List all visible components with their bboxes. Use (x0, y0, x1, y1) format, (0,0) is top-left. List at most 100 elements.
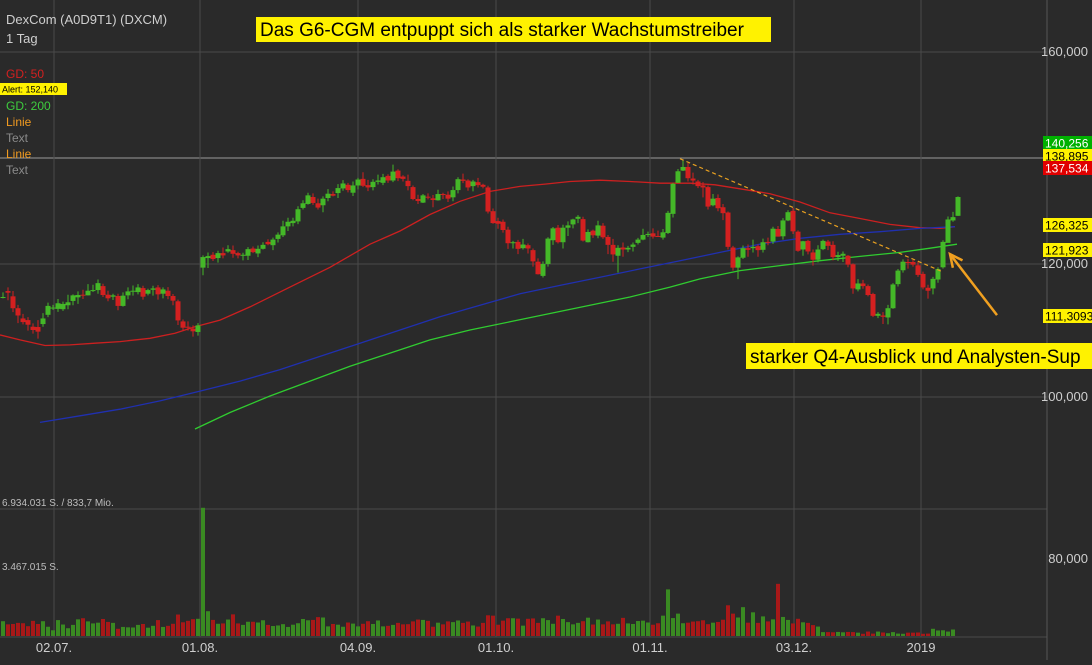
candle-body (360, 178, 366, 186)
candle-body (115, 296, 121, 306)
volume-bar (631, 623, 635, 636)
volume-mid-label: 3.467.015 S. (2, 562, 59, 573)
volume-bar (221, 623, 225, 636)
volume-bar (166, 625, 170, 636)
volume-bar (646, 622, 650, 636)
volume-bar (711, 622, 715, 636)
candle-body (600, 225, 606, 238)
volume-bar (751, 612, 755, 636)
candle-body (900, 261, 906, 271)
candle-body (345, 184, 351, 191)
candle-body (940, 241, 946, 268)
volume-bar (916, 632, 920, 636)
candle-body (275, 234, 281, 239)
candle-body (415, 198, 421, 201)
price-tag-label: 140,256 (1045, 137, 1089, 151)
candle-body (680, 166, 686, 171)
candlesticks (0, 159, 961, 339)
candle-body (520, 244, 526, 249)
candle-body (140, 288, 146, 297)
volume-bar (6, 624, 10, 636)
y-tick-label: 100,000 (1041, 389, 1088, 404)
candle-body (495, 221, 501, 224)
candle-body (595, 225, 601, 236)
candle-body (430, 198, 436, 200)
candle-body (545, 238, 551, 264)
candle-body (630, 244, 636, 247)
candle-body (640, 234, 646, 240)
volume-bar (686, 622, 690, 636)
volume-bar (421, 619, 425, 636)
volume-bar (476, 626, 480, 636)
candle-body (665, 212, 671, 233)
candle-body (420, 195, 426, 203)
volume-bar (216, 623, 220, 636)
candle-body (710, 198, 716, 206)
candle-body (190, 328, 196, 332)
volume-bar (146, 627, 150, 636)
volume-bar (541, 618, 545, 636)
volume-bar (636, 621, 640, 636)
volume-bar (141, 623, 145, 636)
candle-body (590, 230, 596, 236)
candle-body (935, 268, 941, 280)
grid (0, 0, 1048, 660)
candle-body (820, 240, 826, 250)
volume-bar (551, 623, 555, 636)
candle-body (305, 195, 311, 204)
volume-bar (946, 631, 950, 636)
volume-bar (656, 623, 660, 636)
volume-bar (446, 621, 450, 636)
volume-bar (386, 625, 390, 636)
volume-bar (941, 630, 945, 636)
candle-body (530, 250, 536, 262)
candle-body (690, 178, 696, 181)
candle-body (200, 257, 206, 268)
volume-bar (36, 623, 40, 636)
price-tag-label: 121,923 (1045, 244, 1089, 258)
volume-bar (776, 583, 780, 636)
volume-bar (666, 589, 670, 636)
candle-body (100, 286, 106, 296)
candle-body (625, 247, 631, 250)
volume-bar (826, 632, 830, 636)
x-tick-label: 03.12. (776, 640, 812, 655)
series-line (39, 226, 956, 424)
volume-bar (381, 626, 385, 636)
legend-text-2: Text (6, 163, 29, 177)
price-tag-box (1043, 243, 1092, 257)
volume-bar (196, 618, 200, 636)
volume-bar (796, 618, 800, 636)
title-box (256, 17, 771, 42)
volume-bar (856, 632, 860, 636)
candle-body (25, 320, 31, 325)
volume-bar (931, 628, 935, 636)
y-tick-label: 160,000 (1041, 44, 1088, 59)
volume-bar (1, 621, 5, 636)
candle-body (505, 229, 511, 244)
volume-bar (226, 619, 230, 636)
volume-bar (436, 622, 440, 636)
candle-body (120, 295, 126, 306)
volume-bar (731, 613, 735, 636)
volume-bar (556, 615, 560, 636)
candle-body (10, 296, 16, 309)
candle-body (180, 321, 186, 328)
x-tick-label: 02.07. (36, 640, 72, 655)
x-tick-label: 01.08. (182, 640, 218, 655)
candle-body (310, 197, 316, 203)
volume-bar (591, 624, 595, 636)
volume-bar (561, 618, 565, 636)
candle-body (455, 179, 461, 191)
volume-bar (101, 618, 105, 636)
volume-bar (251, 621, 255, 636)
candle-body (510, 242, 516, 244)
candle-body (40, 318, 46, 325)
volume-bar (351, 623, 355, 636)
candle-body (395, 170, 401, 179)
volume-bar (661, 615, 665, 636)
volume-bar (301, 618, 305, 636)
candle-body (480, 184, 486, 187)
